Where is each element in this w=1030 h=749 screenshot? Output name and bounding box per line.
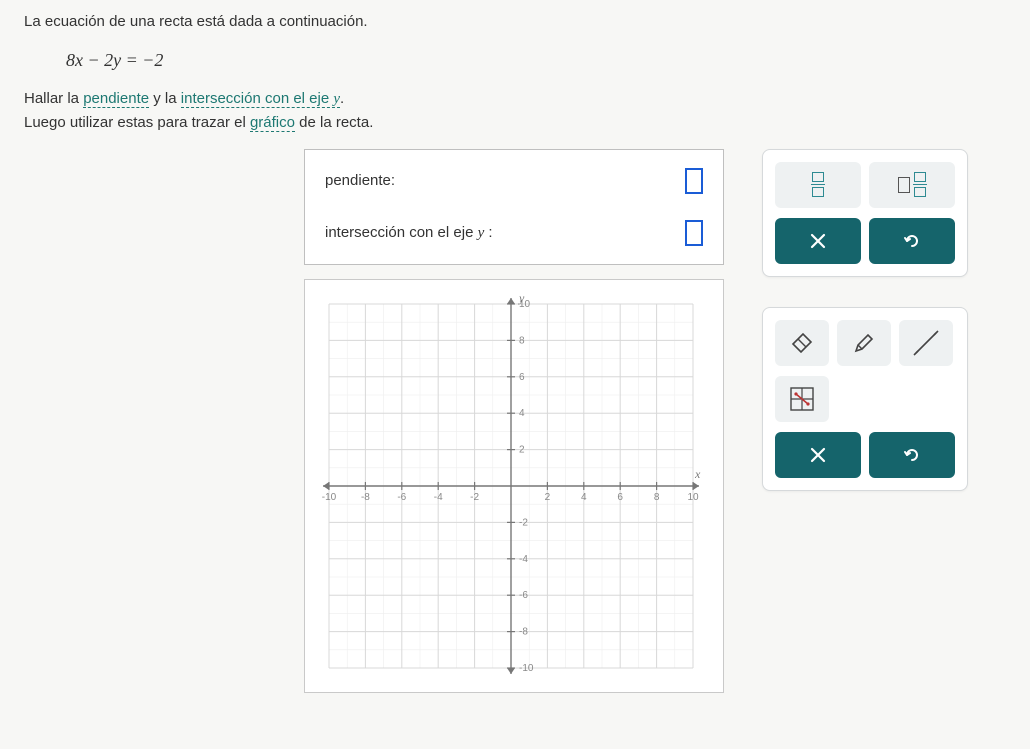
svg-text:8: 8 — [519, 335, 525, 346]
svg-text:-6: -6 — [397, 492, 406, 503]
svg-text:-10: -10 — [519, 663, 534, 674]
pencil-icon — [852, 331, 876, 355]
close-icon — [809, 446, 827, 464]
intercept-label-a: intersección con el eje — [325, 224, 478, 241]
undo-icon — [902, 445, 922, 465]
svg-text:-8: -8 — [361, 492, 370, 503]
mixed-number-button[interactable] — [869, 162, 955, 208]
svg-text:x: x — [694, 467, 701, 481]
slope-link[interactable]: pendiente — [83, 90, 149, 108]
graph-undo-button[interactable] — [869, 432, 955, 478]
instr-mid: y la — [149, 90, 181, 107]
slope-label: pendiente: — [325, 172, 395, 189]
svg-text:4: 4 — [581, 492, 587, 503]
instr2-a: Luego utilizar estas para trazar el — [24, 114, 250, 131]
intercept-link-text: intersección con el eje — [181, 90, 334, 107]
instruction-line-1: Hallar la pendiente y la intersección co… — [24, 87, 1006, 111]
eraser-button[interactable] — [775, 320, 829, 366]
svg-text:-4: -4 — [434, 492, 443, 503]
slope-row: pendiente: — [325, 168, 703, 194]
pencil-button[interactable] — [837, 320, 891, 366]
svg-text:-6: -6 — [519, 590, 528, 601]
close-icon — [809, 232, 827, 250]
instruction-line-2: Luego utilizar estas para trazar el gráf… — [24, 111, 1006, 135]
svg-text:-4: -4 — [519, 554, 528, 565]
number-tool-panel — [762, 149, 968, 277]
problem-statement: La ecuación de una recta está dada a con… — [24, 10, 1006, 135]
intercept-input[interactable] — [685, 220, 703, 246]
undo-button[interactable] — [869, 218, 955, 264]
svg-text:2: 2 — [545, 492, 551, 503]
svg-text:-10: -10 — [322, 492, 337, 503]
clear-button[interactable] — [775, 218, 861, 264]
intercept-label: intersección con el eje y : — [325, 224, 493, 242]
answer-panel: pendiente: intersección con el eje y : — [304, 149, 724, 265]
svg-text:-8: -8 — [519, 626, 528, 637]
svg-text:y: y — [518, 291, 525, 305]
intercept-label-b: : — [484, 224, 492, 241]
line-tool-button[interactable] — [899, 320, 953, 366]
grid-icon — [789, 386, 815, 412]
instr2-b: de la recta. — [295, 114, 373, 131]
eraser-icon — [789, 333, 815, 353]
intercept-link[interactable]: intersección con el eje y — [181, 90, 340, 108]
grid-snap-button[interactable] — [775, 376, 829, 422]
draw-tool-panel — [762, 307, 968, 491]
intro-text: La ecuación de una recta está dada a con… — [24, 10, 1006, 34]
line-icon — [912, 329, 940, 357]
svg-text:8: 8 — [654, 492, 660, 503]
graph-panel[interactable]: -10-8-6-4-2246810-10-8-6-4-2246810xy — [304, 279, 724, 693]
instr-dot: . — [340, 90, 344, 107]
svg-text:-2: -2 — [470, 492, 479, 503]
svg-text:4: 4 — [519, 408, 525, 419]
instr-prefix: Hallar la — [24, 90, 83, 107]
fraction-button[interactable] — [775, 162, 861, 208]
graph-link[interactable]: gráfico — [250, 114, 295, 132]
svg-text:2: 2 — [519, 444, 525, 455]
svg-text:6: 6 — [519, 372, 525, 383]
equation: 8x − 2y = −2 — [66, 46, 1006, 75]
graph-clear-button[interactable] — [775, 432, 861, 478]
cartesian-graph[interactable]: -10-8-6-4-2246810-10-8-6-4-2246810xy — [311, 286, 711, 686]
undo-icon — [902, 231, 922, 251]
svg-text:-2: -2 — [519, 517, 528, 528]
intercept-row: intersección con el eje y : — [325, 220, 703, 246]
svg-text:10: 10 — [687, 492, 699, 503]
fraction-icon — [811, 172, 825, 197]
slope-input[interactable] — [685, 168, 703, 194]
svg-text:6: 6 — [617, 492, 623, 503]
mixed-number-icon — [898, 172, 927, 197]
